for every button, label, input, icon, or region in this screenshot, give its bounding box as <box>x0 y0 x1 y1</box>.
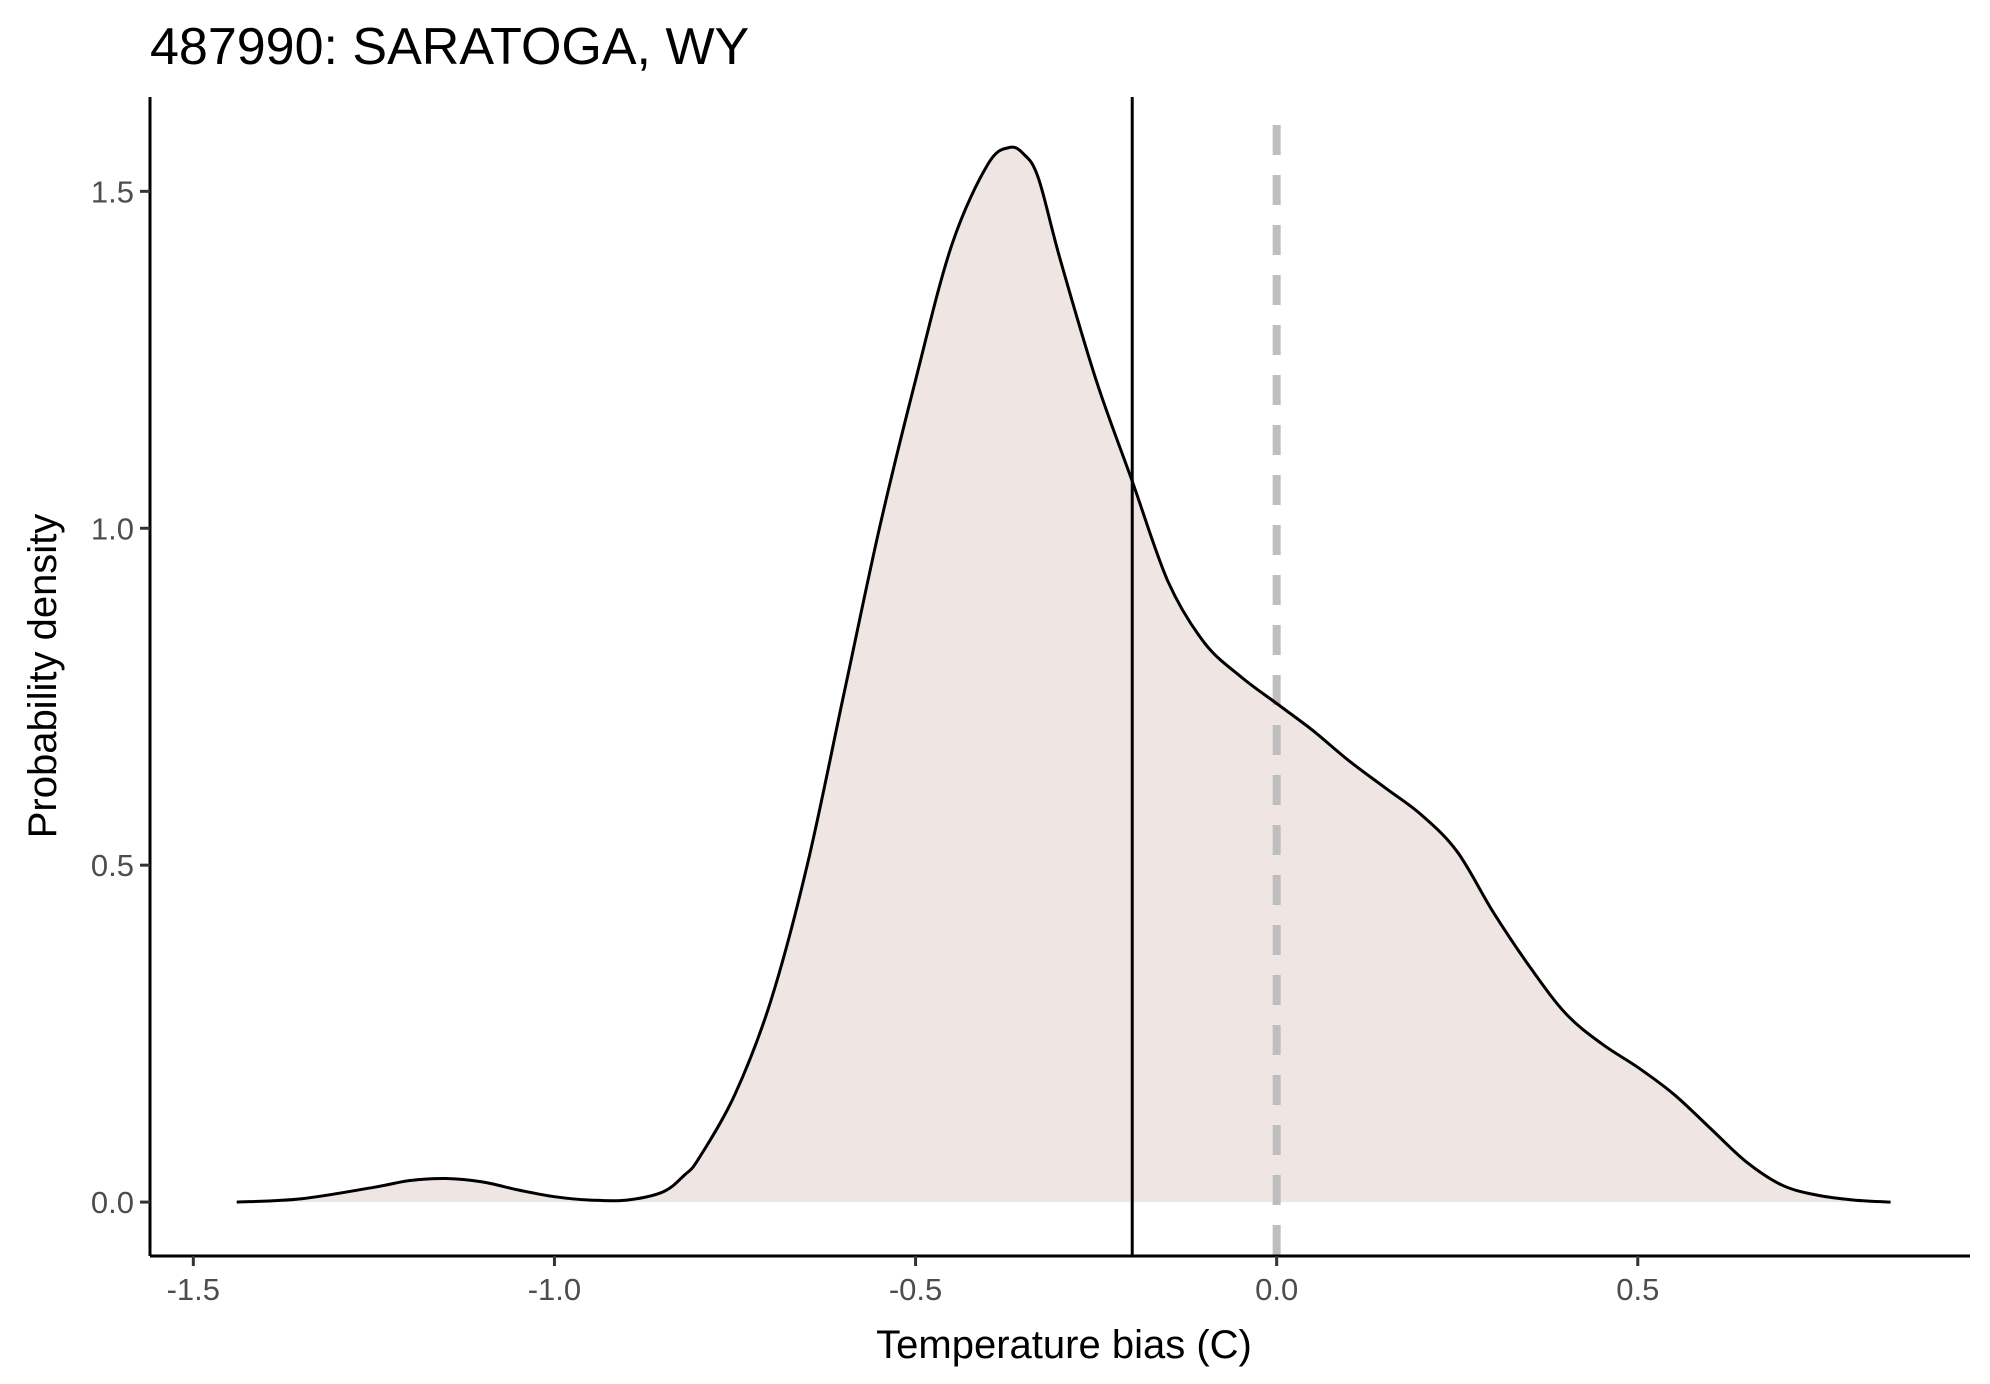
plot-area <box>236 97 1891 1256</box>
x-axis-ticks: -1.5 -1.0 -0.5 0.0 0.5 <box>167 1256 1659 1307</box>
x-tick-label: -1.5 <box>167 1272 220 1307</box>
y-axis-title: Probability density <box>21 514 65 839</box>
x-tick-label: -0.5 <box>889 1272 942 1307</box>
y-axis-ticks: 0.0 0.5 1.0 1.5 <box>91 174 150 1220</box>
x-axis-title: Temperature bias (C) <box>876 1323 1252 1367</box>
x-tick-label: 0.5 <box>1616 1272 1659 1307</box>
y-tick-label: 1.0 <box>91 511 134 546</box>
chart-title: 487990: SARATOGA, WY <box>150 18 749 76</box>
y-tick-label: 1.5 <box>91 174 134 209</box>
y-tick-label: 0.5 <box>91 848 134 883</box>
density-line <box>236 145 1891 1204</box>
density-fill <box>236 147 1891 1203</box>
y-tick-label: 0.0 <box>91 1185 134 1220</box>
x-tick-label: -1.0 <box>528 1272 581 1307</box>
x-tick-label: 0.0 <box>1255 1272 1298 1307</box>
